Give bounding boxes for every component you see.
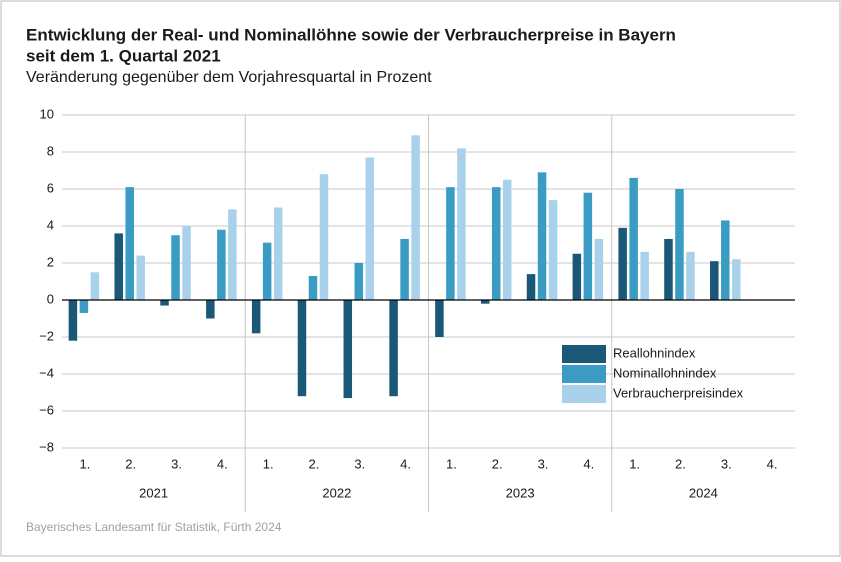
legend-swatch xyxy=(562,385,606,403)
chart-title: Entwicklung der Real- und Nominallöhne s… xyxy=(26,25,676,44)
bar xyxy=(182,226,191,300)
bar xyxy=(526,274,536,300)
bar xyxy=(675,189,684,300)
x-tick-label: 2. xyxy=(675,456,686,471)
x-tick-label: 4. xyxy=(400,456,411,471)
bar xyxy=(262,242,272,300)
y-tick-label: 2 xyxy=(47,254,54,269)
x-tick-label: 4. xyxy=(217,456,228,471)
group-label: 2022 xyxy=(322,485,351,500)
x-tick-label: 1. xyxy=(629,456,640,471)
legend-label: Nominallohnindex xyxy=(613,365,717,380)
y-tick-label: −4 xyxy=(39,365,54,380)
bar xyxy=(136,255,145,300)
y-tick-label: 10 xyxy=(40,106,54,121)
bar xyxy=(618,227,627,300)
x-tick-label: 2. xyxy=(125,456,136,471)
legend-swatch xyxy=(562,345,606,363)
bar xyxy=(125,187,134,300)
bar xyxy=(297,300,307,397)
bar xyxy=(640,251,649,300)
x-tick-label: 4. xyxy=(583,456,594,471)
y-tick-label: 4 xyxy=(47,217,54,232)
bar xyxy=(583,192,593,300)
bar xyxy=(308,275,318,300)
y-tick-label: −6 xyxy=(39,402,54,417)
y-tick-label: 0 xyxy=(47,291,54,306)
x-tick-label: 3. xyxy=(721,456,732,471)
bar xyxy=(273,207,283,300)
x-tick-label: 1. xyxy=(446,456,457,471)
bar xyxy=(400,238,409,300)
bar xyxy=(343,300,353,399)
bar xyxy=(721,220,730,300)
bar xyxy=(160,300,169,306)
x-tick-label: 3. xyxy=(171,456,182,471)
bar xyxy=(480,300,490,304)
bar xyxy=(389,300,398,397)
bar xyxy=(90,272,100,300)
bar xyxy=(457,148,466,300)
group-label: 2024 xyxy=(689,485,718,500)
bar xyxy=(354,263,364,300)
chart-subtitle: Veränderung gegenüber dem Vorjahresquart… xyxy=(26,69,432,86)
chart-title: seit dem 1. Quartal 2021 xyxy=(26,46,221,65)
bar xyxy=(686,251,695,300)
group-label: 2021 xyxy=(139,485,168,500)
y-tick-label: −8 xyxy=(39,439,54,454)
bar xyxy=(537,172,547,300)
bar xyxy=(68,300,78,341)
bar xyxy=(171,235,180,300)
bar xyxy=(732,259,741,300)
y-tick-label: 6 xyxy=(47,180,54,195)
bar xyxy=(228,209,237,300)
x-tick-label: 1. xyxy=(79,456,90,471)
bar xyxy=(365,157,375,300)
x-tick-label: 4. xyxy=(767,456,778,471)
bar xyxy=(217,229,226,300)
bar xyxy=(629,177,638,300)
bar xyxy=(710,261,719,300)
y-tick-label: −2 xyxy=(39,328,54,343)
bar xyxy=(435,300,444,337)
bar xyxy=(572,253,582,300)
x-tick-label: 3. xyxy=(354,456,365,471)
bar xyxy=(502,179,512,300)
bar xyxy=(446,187,455,300)
x-tick-label: 2. xyxy=(492,456,503,471)
bar xyxy=(79,300,89,313)
legend-label: Reallohnindex xyxy=(613,345,696,360)
x-tick-label: 3. xyxy=(538,456,549,471)
bar xyxy=(319,174,329,300)
bar xyxy=(411,135,420,300)
legend-swatch xyxy=(562,365,606,383)
bar xyxy=(206,300,215,319)
x-tick-label: 1. xyxy=(263,456,274,471)
group-label: 2023 xyxy=(506,485,535,500)
bar xyxy=(114,233,123,300)
bar xyxy=(594,238,604,300)
x-tick-label: 2. xyxy=(309,456,320,471)
bar xyxy=(491,187,501,300)
source: Bayerisches Landesamt für Statistik, Für… xyxy=(26,520,282,534)
bar xyxy=(664,238,673,300)
bar xyxy=(548,200,558,300)
bar xyxy=(251,300,261,334)
legend-label: Verbraucherpreisindex xyxy=(613,385,744,400)
y-tick-label: 8 xyxy=(47,143,54,158)
